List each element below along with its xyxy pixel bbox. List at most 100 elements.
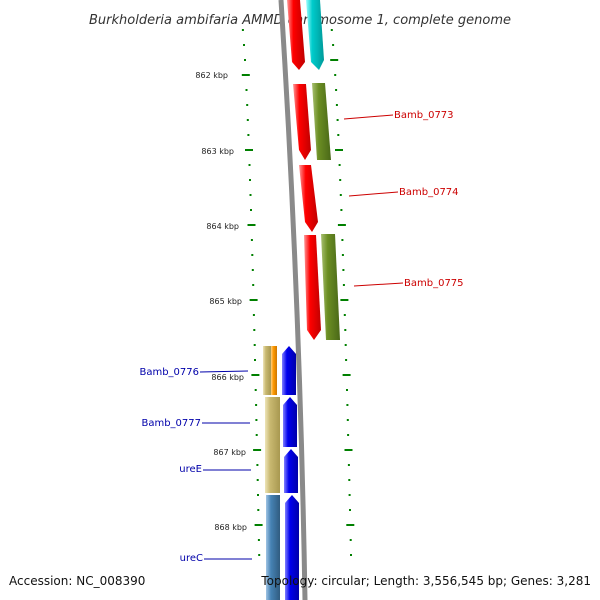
minor-tick xyxy=(335,104,338,106)
minor-tick xyxy=(342,284,345,286)
major-tick xyxy=(342,374,351,376)
gene-bamb-0776-tan[interactable] xyxy=(263,346,271,395)
label-bamb-0773[interactable]: Bamb_0773 xyxy=(394,110,454,121)
major-tick xyxy=(340,299,349,301)
minor-tick xyxy=(347,434,350,436)
minor-tick xyxy=(332,44,335,46)
right-tick-ruler xyxy=(330,29,355,556)
major-tick xyxy=(249,299,258,301)
minor-tick xyxy=(248,164,251,166)
minor-tick xyxy=(336,119,339,121)
minor-tick xyxy=(348,479,351,481)
minor-tick xyxy=(250,209,252,211)
gene-cyan-top[interactable] xyxy=(306,0,324,70)
minor-tick xyxy=(253,329,256,331)
minor-tick xyxy=(346,419,349,421)
minor-tick xyxy=(252,284,255,286)
minor-tick xyxy=(342,269,345,271)
minor-tick xyxy=(330,29,333,31)
minor-tick xyxy=(245,89,248,91)
minor-tick xyxy=(346,389,348,391)
gene-bamb-0773-olive[interactable] xyxy=(312,83,331,160)
major-tick xyxy=(337,224,346,226)
minor-tick xyxy=(241,29,244,31)
gene-bamb-0773-red[interactable] xyxy=(293,84,311,160)
major-tick xyxy=(346,524,355,526)
gene-bamb-0776-blue[interactable] xyxy=(282,346,296,395)
minor-tick xyxy=(341,254,344,256)
minor-tick xyxy=(256,464,259,466)
minor-tick xyxy=(256,479,259,481)
minor-tick xyxy=(251,269,254,271)
minor-tick xyxy=(350,554,352,556)
minor-tick xyxy=(348,494,351,496)
minor-tick xyxy=(249,194,252,196)
chromosome-backbone xyxy=(278,0,308,600)
minor-tick xyxy=(257,509,260,511)
label-urec[interactable]: ureC xyxy=(180,553,203,564)
minor-tick xyxy=(252,314,255,316)
gene-uree-blue[interactable] xyxy=(284,449,298,493)
minor-tick xyxy=(349,509,351,511)
major-tick xyxy=(335,149,343,151)
gene-urec-blue[interactable] xyxy=(285,495,299,600)
label-bamb-0777[interactable]: Bamb_0777 xyxy=(141,418,201,429)
leader-bamb-0776 xyxy=(199,370,249,373)
leader-bamb-0774 xyxy=(348,191,399,197)
leader-bamb-0773 xyxy=(343,114,394,120)
tick-label-868: 868 kbp xyxy=(214,523,247,532)
tick-label-865: 865 kbp xyxy=(209,297,242,306)
minor-tick xyxy=(339,179,342,181)
minor-tick xyxy=(246,119,249,121)
minor-tick xyxy=(341,239,344,241)
topology-text: Topology: circular; Length: 3,556,545 bp… xyxy=(261,574,591,588)
gene-bamb-0775-olive[interactable] xyxy=(321,234,340,340)
gene-bamb-0775-red[interactable] xyxy=(304,235,321,340)
gene-bamb-0774-red[interactable] xyxy=(299,165,318,232)
major-tick xyxy=(253,449,262,451)
minor-tick xyxy=(255,419,258,421)
minor-tick xyxy=(249,179,251,181)
minor-tick xyxy=(247,134,250,136)
minor-tick xyxy=(344,344,347,346)
minor-tick xyxy=(349,539,352,541)
minor-tick xyxy=(244,59,246,61)
minor-tick xyxy=(250,239,253,241)
gene-bamb-0776-orange[interactable] xyxy=(271,346,277,395)
gene-bamb-0777-tan[interactable] xyxy=(265,397,280,493)
minor-tick xyxy=(344,329,347,331)
minor-tick xyxy=(339,194,342,196)
label-bamb-0775[interactable]: Bamb_0775 xyxy=(404,278,464,289)
gene-urec-steel[interactable] xyxy=(266,495,280,600)
label-uree[interactable]: ureE xyxy=(179,464,202,475)
label-bamb-0776[interactable]: Bamb_0776 xyxy=(139,367,199,378)
gene-red-top[interactable] xyxy=(287,0,305,70)
major-tick xyxy=(245,149,253,151)
minor-tick xyxy=(255,404,258,406)
tick-label-867: 867 kbp xyxy=(213,448,246,457)
tick-labels: 862 kbp 863 kbp 864 kbp 865 kbp 866 kbp … xyxy=(195,71,247,532)
major-tick xyxy=(251,374,260,376)
minor-tick xyxy=(253,344,256,346)
label-bamb-0774[interactable]: Bamb_0774 xyxy=(399,187,459,198)
tick-label-864: 864 kbp xyxy=(206,222,239,231)
minor-tick xyxy=(243,44,245,46)
minor-tick xyxy=(257,539,260,541)
major-tick xyxy=(254,524,263,526)
minor-tick xyxy=(335,89,338,91)
minor-tick xyxy=(340,209,343,211)
major-tick xyxy=(344,449,353,451)
left-tick-ruler xyxy=(241,29,263,556)
minor-tick xyxy=(254,359,256,361)
major-tick xyxy=(247,224,256,226)
minor-tick xyxy=(345,359,348,361)
minor-tick xyxy=(251,254,254,256)
gene-bamb-0777-blue[interactable] xyxy=(283,397,297,447)
minor-tick xyxy=(347,464,350,466)
minor-tick xyxy=(334,74,337,76)
minor-tick xyxy=(246,104,249,106)
accession-text: Accession: NC_008390 xyxy=(9,574,146,588)
tick-label-862: 862 kbp xyxy=(195,71,228,80)
leader-bamb-0775 xyxy=(353,282,404,287)
minor-tick xyxy=(258,554,261,556)
